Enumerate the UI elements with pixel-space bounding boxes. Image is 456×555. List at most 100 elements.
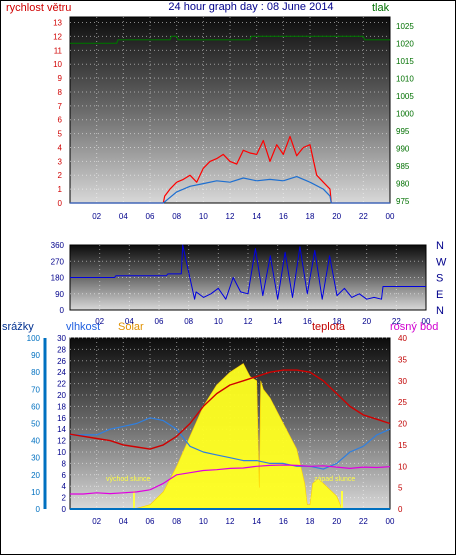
pressure-y-tick: 985 — [396, 162, 410, 171]
pressure-axis-label: tlak — [372, 2, 390, 14]
wind-y-tick: 1 — [58, 185, 63, 194]
temperature-y-tick: 5 — [398, 484, 403, 493]
rain-y-tick: 30 — [31, 454, 40, 463]
wind-average-line — [70, 176, 390, 204]
rain-y-tick: 20 — [31, 471, 40, 480]
wind-direction-x-tick: 00 — [422, 317, 431, 326]
wind-direction-x-tick: 06 — [155, 317, 164, 326]
rain-humidity-x-tick: 20 — [332, 517, 341, 526]
wind-gust-line — [70, 135, 390, 204]
temperature-y-tick: 10 — [398, 462, 407, 471]
wind-pressure-x-tick: 22 — [359, 212, 368, 221]
rain-y-tick: 100 — [27, 334, 41, 343]
pressure-y-tick: 1015 — [396, 57, 414, 66]
chart-title: 24 hour graph day : 08 June 2014 — [168, 1, 333, 13]
temperature-y-tick: 20 — [398, 420, 407, 429]
wind-direction-x-tick: 12 — [244, 317, 253, 326]
rain-humidity-x-tick: 14 — [252, 517, 261, 526]
humidity-y-tick: 20 — [57, 391, 66, 400]
wind-y-tick: 11 — [54, 46, 63, 55]
temperature-axis-label: teplota — [312, 321, 346, 333]
rain-y-tick: 50 — [31, 420, 40, 429]
wind-pressure-x-tick: 18 — [306, 212, 315, 221]
humidity-y-tick: 8 — [62, 459, 67, 468]
wind-pressure-x-tick: 02 — [92, 212, 101, 221]
rain-y-tick: 10 — [31, 488, 40, 497]
wind-pressure-x-tick: 00 — [386, 212, 395, 221]
rain-humidity-x-tick: 06 — [146, 517, 155, 526]
dewpoint-line — [70, 464, 391, 495]
wind-y-tick: 12 — [53, 32, 62, 41]
temperature-y-tick: 35 — [398, 355, 407, 364]
wind-axis-label: rychlost větru — [6, 2, 71, 14]
rain-y-tick: 0 — [36, 505, 41, 514]
direction-y-tick: 360 — [51, 241, 65, 250]
solar-axis-label: Solar — [118, 321, 144, 333]
compass-tick: N — [436, 305, 444, 317]
wind-y-tick: 3 — [58, 157, 63, 166]
compass-tick: E — [436, 289, 443, 301]
wind-pressure-panel: 0123456789101112139759809859909951000100… — [53, 16, 414, 221]
humidity-y-tick: 26 — [57, 357, 66, 366]
rain-humidity-x-tick: 00 — [386, 517, 395, 526]
temperature-y-tick: 30 — [398, 377, 407, 386]
wind-y-tick: 5 — [58, 130, 63, 139]
rain-humidity-x-tick: 22 — [359, 517, 368, 526]
wind-pressure-x-tick: 10 — [199, 212, 208, 221]
rain-axis-label: srážky — [2, 321, 34, 333]
wind-y-tick: 10 — [53, 60, 62, 69]
rain-humidity-x-tick: 16 — [279, 517, 288, 526]
pressure-y-tick: 995 — [396, 127, 410, 136]
wind-y-tick: 7 — [58, 102, 63, 111]
rain-humidity-x-tick: 12 — [226, 517, 235, 526]
humidity-y-tick: 30 — [57, 334, 66, 343]
humidity-line — [70, 417, 391, 470]
wind-y-tick: 9 — [58, 74, 63, 83]
direction-y-tick: 270 — [51, 257, 65, 266]
sunset-label: západ slunce — [314, 476, 355, 483]
pressure-y-tick: 990 — [396, 145, 410, 154]
humidity-y-tick: 14 — [57, 425, 66, 434]
rain-humidity-solar-temp-panel: 0102030405060708090100024681012141618202… — [27, 334, 408, 526]
humidity-y-tick: 24 — [57, 368, 66, 377]
wind-y-tick: 4 — [58, 143, 63, 152]
compass-tick: N — [436, 240, 444, 252]
direction-y-tick: 0 — [60, 306, 65, 315]
pressure-line — [70, 35, 390, 44]
wind-pressure-x-tick: 16 — [279, 212, 288, 221]
direction-y-tick: 90 — [55, 290, 64, 299]
rain-humidity-x-tick: 04 — [119, 517, 128, 526]
temperature-line — [69, 369, 391, 450]
pressure-y-tick: 1005 — [396, 92, 414, 101]
pressure-y-tick: 980 — [396, 180, 410, 189]
wind-direction-x-tick: 10 — [214, 317, 223, 326]
wind-direction-x-tick: 22 — [392, 317, 401, 326]
rain-y-tick: 40 — [31, 437, 40, 446]
wind-direction-x-tick: 14 — [273, 317, 282, 326]
wind-y-tick: 2 — [58, 171, 63, 180]
humidity-y-tick: 6 — [62, 471, 67, 480]
humidity-y-tick: 18 — [57, 402, 66, 411]
temperature-y-tick: 40 — [398, 334, 407, 343]
pressure-y-tick: 1000 — [396, 110, 414, 119]
wind-direction-x-tick: 18 — [333, 317, 342, 326]
wind-y-tick: 8 — [58, 88, 63, 97]
temperature-y-tick: 15 — [398, 441, 407, 450]
humidity-y-tick: 10 — [57, 448, 66, 457]
temperature-y-tick: 25 — [398, 398, 407, 407]
wind-pressure-x-tick: 06 — [146, 212, 155, 221]
wind-direction-x-tick: 04 — [125, 317, 134, 326]
wind-y-tick: 13 — [53, 19, 62, 28]
pressure-y-tick: 1010 — [396, 74, 414, 83]
wind-y-tick: 0 — [58, 199, 63, 208]
humidity-y-tick: 22 — [57, 380, 66, 389]
wind-y-tick: 6 — [58, 116, 63, 125]
humidity-axis-label: vlhkost — [66, 321, 100, 333]
pressure-y-tick: 1020 — [396, 39, 414, 48]
rain-humidity-x-tick: 18 — [306, 517, 315, 526]
wind-pressure-x-tick: 04 — [119, 212, 128, 221]
wind-pressure-x-tick: 08 — [172, 212, 181, 221]
solar-area — [70, 363, 390, 510]
